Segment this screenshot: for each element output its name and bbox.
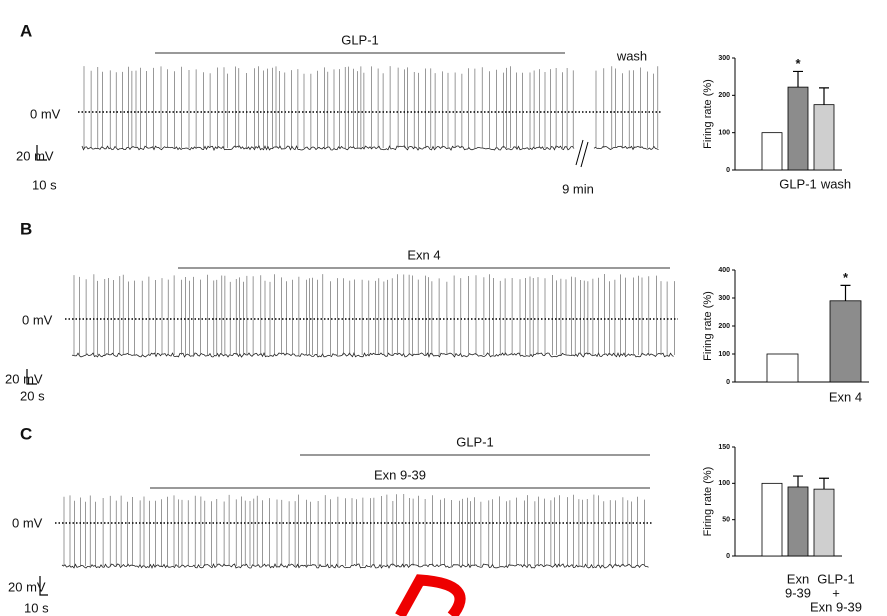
vscale-label: 20 mV [5,371,43,386]
x-tick-label: Exn 4 [829,389,862,404]
scale-bar [36,145,47,161]
panel-label: B [20,219,32,238]
drug-label: GLP-1 [456,434,494,449]
y-tick-label: 0 [726,553,730,560]
y-axis-label: Firing rate (%) [702,467,714,537]
bar [829,300,862,383]
panel-label: A [20,21,32,40]
tscale-label: 10 s [32,177,57,192]
wash-label: wash [616,48,647,63]
y-tick-label: 100 [718,351,730,358]
drug-label: Exn 4 [407,247,440,262]
y-tick-label: 50 [722,517,730,524]
y-tick-label: 100 [718,480,730,487]
x-tick-label: + [832,585,840,600]
y-tick-label: 400 [718,267,730,274]
trace-baseline [593,145,659,151]
y-tick-label: 300 [718,55,730,62]
y-tick-label: 300 [718,295,730,302]
vscale-label: 20 mV [16,148,54,163]
error-bar [840,284,851,301]
y-axis-label: Firing rate (%) [702,79,714,149]
y-tick-label: 0 [726,379,730,386]
y-axis-label: Firing rate (%) [702,291,714,361]
trace-spikes [73,274,675,355]
y-tick-label: 200 [718,323,730,330]
gap-mark [575,139,589,168]
x-tick-label: Exn [787,571,809,586]
zero-label: 0 mV [12,515,43,530]
scale-bar [39,576,48,596]
bar [766,353,799,383]
error-bar [793,70,803,88]
bar [787,86,809,171]
bar [813,104,835,171]
significance: * [795,56,801,71]
scale-bar [26,369,37,385]
error-bar [819,87,829,105]
y-tick-label: 0 [726,167,730,174]
significance: * [843,270,849,285]
drug-label: GLP-1 [341,32,379,47]
drug-label: Exn 9-39 [374,467,426,482]
panel-label: C [20,424,32,443]
x-tick-label: Exn 9-39 [810,599,862,614]
trace-spikes [63,494,645,566]
red-mark [395,574,466,616]
trace-baseline [71,351,674,358]
trace-spikes [595,66,659,148]
bar [787,486,809,557]
bar [813,488,835,557]
trace-baseline [61,563,649,569]
bar [761,482,783,557]
zero-label: 0 mV [22,312,53,327]
x-tick-label: GLP-1 [779,176,817,191]
x-tick-label: GLP-1 [817,571,855,586]
trace-spikes [83,66,574,148]
gap-label: 9 min [562,181,594,196]
tscale-label: 10 s [24,600,49,615]
vscale-label: 20 mV [8,579,46,594]
zero-label: 0 mV [30,106,61,121]
x-tick-label: 9-39 [785,585,811,600]
x-tick-label: wash [820,176,851,191]
error-bar [819,477,829,490]
tscale-label: 20 s [20,388,45,403]
error-bar [793,475,803,487]
y-tick-label: 100 [718,130,730,137]
y-tick-label: 200 [718,92,730,99]
bar [761,132,783,171]
y-tick-label: 150 [718,444,730,451]
